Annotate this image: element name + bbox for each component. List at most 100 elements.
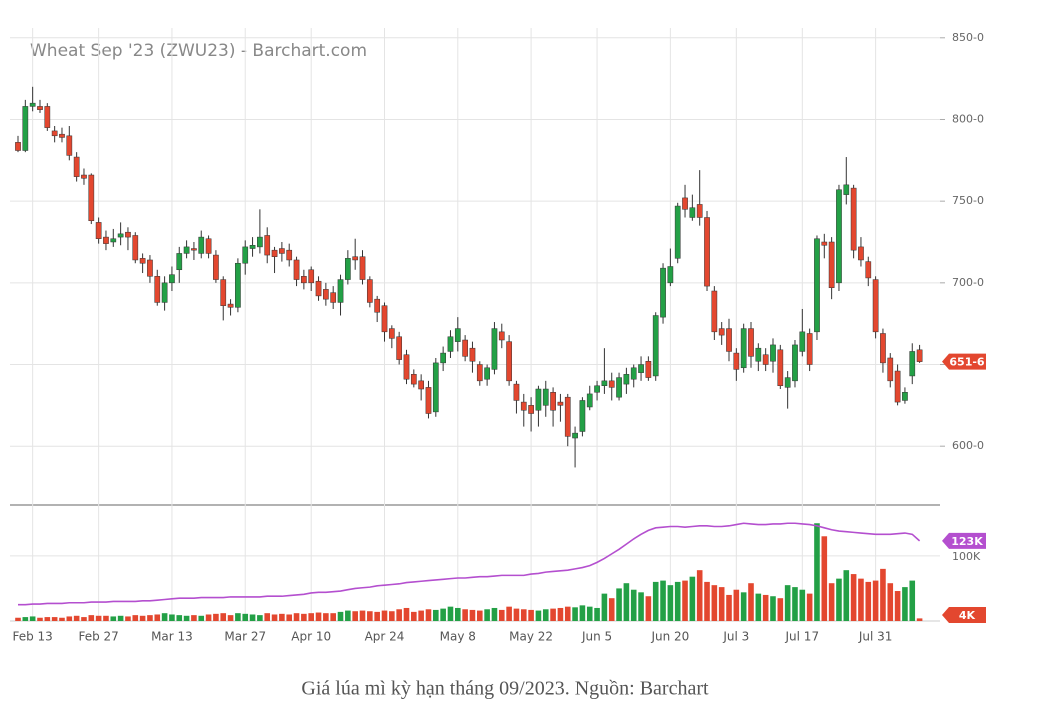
volume-bar: [564, 606, 571, 621]
volume-bar: [528, 609, 534, 621]
volume-bar: [44, 617, 51, 621]
candle-body: [542, 388, 549, 406]
volume-bar: [814, 523, 820, 621]
candle-body: [718, 328, 725, 336]
candle-body: [836, 189, 842, 284]
volume-bar: [770, 596, 776, 621]
open-interest-line: [18, 522, 921, 606]
candle-body: [359, 256, 366, 280]
candle-body: [498, 331, 505, 341]
volume-bar: [902, 587, 908, 621]
volume-bar: [806, 593, 813, 621]
volume-bar: [462, 609, 468, 621]
candle-body: [858, 246, 864, 261]
volume-bar: [125, 616, 131, 621]
candle-body: [37, 106, 43, 110]
volume-bar: [660, 580, 666, 621]
candle-body: [15, 142, 21, 151]
candle-body: [103, 236, 109, 244]
volume-bar: [843, 570, 850, 621]
candle-body: [381, 305, 388, 333]
volume-bar: [455, 607, 461, 621]
candle-body: [337, 279, 344, 303]
candle-body: [330, 292, 337, 303]
candle-body: [235, 262, 241, 308]
volume-bar: [227, 615, 234, 621]
x-tick-label: Jul 3: [722, 630, 749, 644]
candle-body: [345, 258, 351, 280]
volume-bar: [51, 617, 58, 621]
volume-bar: [88, 615, 95, 621]
volume-bar: [73, 615, 80, 621]
volume-bar: [476, 610, 483, 621]
volume-bar: [748, 583, 754, 621]
volume-bar: [257, 615, 263, 621]
candle-body: [447, 336, 454, 352]
x-tick-label: Mar 27: [224, 630, 266, 644]
candle-body: [198, 236, 205, 254]
candle-body: [183, 246, 190, 254]
x-tick-label: Jun 5: [581, 630, 612, 644]
volume-bar: [330, 613, 336, 621]
volume-bar: [301, 613, 307, 621]
candle-body: [315, 280, 322, 297]
candle-body: [535, 388, 542, 411]
candle-body: [51, 130, 58, 137]
candle-body: [366, 279, 373, 303]
candle-body: [279, 248, 285, 254]
candle-body: [139, 258, 146, 264]
volume-bar: [154, 614, 161, 621]
volume-bar: [352, 611, 358, 621]
volume-bar: [542, 609, 549, 621]
volume-bar: [183, 615, 190, 621]
candle-body: [520, 401, 527, 411]
candle-body: [770, 344, 776, 362]
candle-body: [264, 235, 271, 256]
volume-bar: [638, 592, 644, 621]
volume-bar: [608, 598, 615, 621]
candle-body: [777, 349, 784, 386]
candle-body: [271, 249, 278, 257]
volume-bar: [337, 611, 344, 621]
candle-body: [22, 106, 29, 151]
volume-bar: [726, 594, 732, 621]
volume-bar: [755, 593, 762, 621]
candle-body: [755, 347, 762, 362]
candle-body: [513, 383, 520, 401]
candle-body: [117, 233, 124, 238]
x-tick-label: Apr 10: [291, 630, 331, 644]
volume-bar: [513, 608, 520, 621]
volume-bar: [220, 613, 227, 621]
candle-body: [154, 276, 161, 303]
candle-body: [843, 184, 850, 195]
volume-bar: [799, 589, 806, 621]
y-tick-label: 800-0: [952, 112, 984, 125]
candle-body: [792, 344, 798, 382]
volume-bar: [623, 583, 630, 621]
volume-bar: [828, 583, 835, 621]
candle-body: [711, 290, 718, 333]
candle-body: [674, 205, 681, 259]
candle-body: [169, 274, 175, 284]
volume-bar: [381, 610, 388, 621]
candle-body: [696, 204, 703, 218]
last-oi-tag: [942, 532, 986, 549]
candle-body: [161, 282, 168, 303]
volume-bar: [491, 607, 498, 621]
x-tick-label: Jul 17: [785, 630, 820, 644]
candle-body: [652, 315, 659, 377]
candle-body: [59, 133, 65, 138]
candle-body: [29, 102, 36, 107]
candle-body: [667, 266, 674, 284]
volume-bar: [784, 585, 791, 621]
candle-body: [638, 364, 644, 373]
volume-bar: [440, 608, 446, 621]
candle-body: [491, 328, 498, 370]
candle-body: [257, 236, 263, 248]
volume-bar: [916, 618, 923, 621]
x-tick-label: Apr 24: [365, 630, 405, 644]
candle-body: [81, 174, 87, 179]
volume-bar: [674, 581, 681, 621]
volume-bar: [117, 615, 124, 621]
volume-bar: [550, 608, 556, 621]
